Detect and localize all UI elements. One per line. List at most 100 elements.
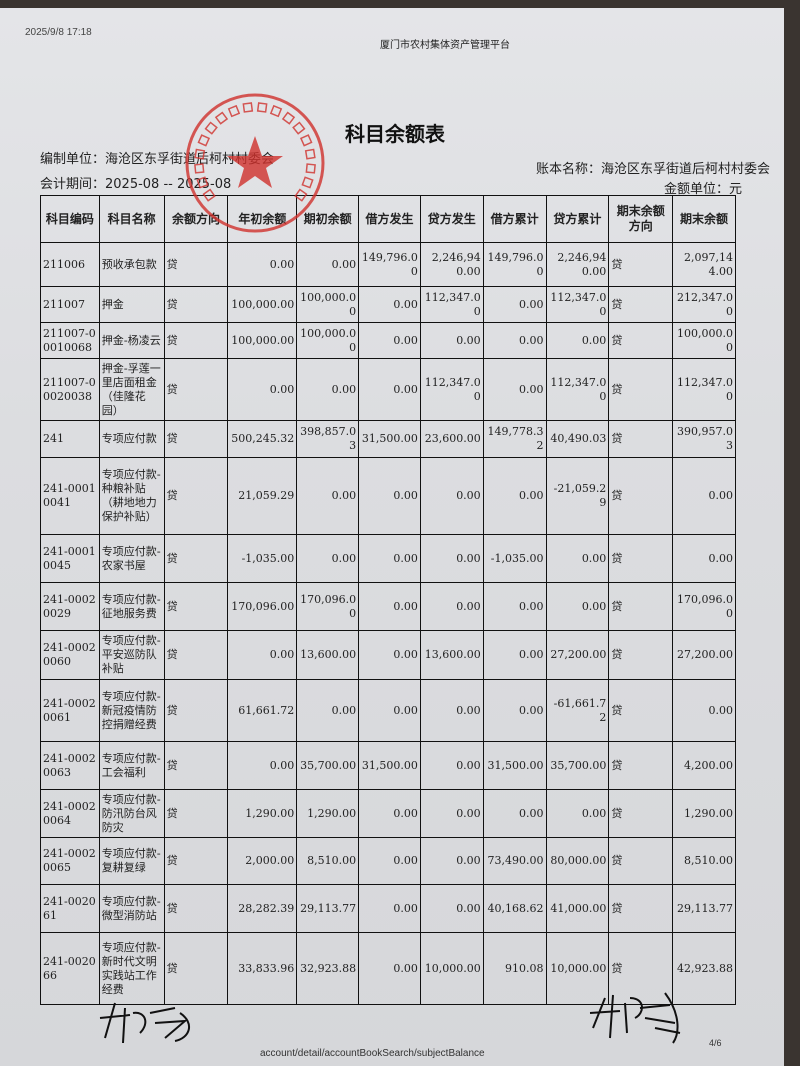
- cell-debit: 0.00: [358, 884, 421, 933]
- table-row: 211007-00020038 押金-孚莲一里店面租金（佳隆花园）贷 0.00 0.0…: [40, 358, 736, 421]
- cell-opening-year: 100,000.00: [227, 322, 298, 359]
- cell-direction: 贷: [163, 457, 229, 535]
- seal-glyph-mark: [305, 163, 316, 174]
- cell-opening-year: 2,000.00: [227, 837, 298, 885]
- cell-code: 241-00020061: [40, 679, 100, 742]
- cell-credit: 23,600.00: [419, 420, 484, 458]
- cell-closing-balance: 0.00: [672, 679, 736, 742]
- seal-glyph-mark: [194, 148, 206, 160]
- seal-glyph-mark: [214, 111, 229, 125]
- cell-credit: 112,347.00: [419, 358, 484, 421]
- cell-direction: 贷: [163, 242, 229, 287]
- cell-name: 专项应付款-微型消防站: [98, 884, 165, 933]
- cell-closing-balance: 27,200.00: [672, 630, 736, 680]
- cell-closing-direction: 贷: [608, 741, 674, 790]
- cell-debit-cumulative: 149,778.32: [482, 420, 547, 458]
- table-row: 241-002061 专项应付款-微型消防站贷 28,282.39 29,113.77…: [40, 884, 736, 933]
- cell-opening-year: 1,290.00: [227, 789, 298, 838]
- cell-closing-balance: 8,510.00: [672, 837, 736, 885]
- cell-closing-balance: 1,290.00: [672, 789, 736, 838]
- period-label: 会计期间：2025-08 -- 2025-08: [40, 177, 232, 192]
- cell-closing-balance: 112,347.00: [672, 358, 736, 421]
- table-row: 241 专项应付款贷 500,245.32 398,857.03 31,500.00 23…: [40, 420, 736, 458]
- cell-debit: 0.00: [358, 582, 421, 631]
- column-header-credit: 贷方发生: [419, 195, 484, 243]
- cell-opening-year: 0.00: [227, 358, 298, 421]
- cell-name: 专项应付款-征地服务费: [98, 582, 165, 631]
- cell-opening-year: 28,282.39: [227, 884, 298, 933]
- cell-debit-cumulative: 0.00: [482, 582, 547, 631]
- seal-glyph-mark: [202, 188, 216, 202]
- cell-credit: 13,600.00: [419, 630, 484, 680]
- cell-credit: 0.00: [419, 457, 484, 535]
- cell-closing-direction: 贷: [608, 789, 674, 838]
- table-row: 211006 预收承包款贷 0.00 0.00 149,796.00 2,246,940.…: [40, 242, 736, 287]
- table-row: 241-00020060 专项应付款-平安巡防队补贴贷 0.00 13,600.00 0…: [40, 630, 736, 680]
- cell-credit: 0.00: [419, 322, 484, 359]
- cell-code: 241-00010045: [40, 534, 100, 583]
- balance-table: 科目编码 科目名称 余额方向 年初余额 期初余额 借方发生 贷方发生 借方累计 贷方累计 期末余额…: [40, 195, 736, 1005]
- cell-credit: 2,246,940.00: [419, 242, 484, 287]
- signature-left: [99, 1002, 190, 1044]
- cell-debit: 0.00: [358, 932, 421, 1005]
- cell-opening-year: 0.00: [227, 741, 298, 790]
- cell-opening-year: 500,245.32: [227, 420, 298, 458]
- cell-credit-cumulative: 0.00: [545, 582, 610, 631]
- cell-opening-period: 8,510.00: [296, 837, 360, 885]
- table-row: 241-00020029 专项应付款-征地服务费贷 170,096.00 170,09…: [40, 582, 736, 631]
- cell-name: 专项应付款-平安巡防队补贴: [98, 630, 165, 680]
- org-label: 编制单位：海沧区东孚街道后柯村村委会: [40, 152, 275, 167]
- cell-debit: 31,500.00: [358, 741, 421, 790]
- cell-closing-direction: 贷: [608, 358, 674, 421]
- cell-closing-balance: 0.00: [672, 457, 736, 535]
- cell-code: 211007-00020038: [40, 358, 100, 421]
- column-header-debit: 借方发生: [358, 195, 421, 243]
- cell-direction: 贷: [163, 884, 229, 933]
- cell-direction: 贷: [163, 741, 229, 790]
- cell-debit: 0.00: [358, 534, 421, 583]
- cell-closing-balance: 29,113.77: [672, 884, 736, 933]
- table-row: 241-00010045 专项应付款-农家书屋贷 -1,035.00 0.00 0.00…: [40, 534, 736, 583]
- cell-name: 预收承包款: [98, 242, 165, 287]
- cell-credit-cumulative: 0.00: [545, 534, 610, 583]
- seal-glyph-mark: [299, 134, 313, 147]
- cell-opening-period: 100,000.00: [296, 286, 360, 323]
- cell-opening-year: 61,661.72: [227, 679, 298, 742]
- cell-debit-cumulative: 0.00: [482, 358, 547, 421]
- cell-code: 241-00020060: [40, 630, 100, 680]
- cell-opening-period: 398,857.03: [296, 420, 360, 458]
- cell-closing-direction: 贷: [608, 679, 674, 742]
- cell-debit-cumulative: 910.08: [482, 932, 547, 1005]
- cell-debit: 0.00: [358, 837, 421, 885]
- cell-credit: 0.00: [419, 741, 484, 790]
- cell-debit-cumulative: 40,168.62: [482, 884, 547, 933]
- cell-opening-year: 0.00: [227, 630, 298, 680]
- cell-opening-period: 1,290.00: [296, 789, 360, 838]
- cell-name: 专项应付款-农家书屋: [98, 534, 165, 583]
- cell-name: 专项应付款-复耕复绿: [98, 837, 165, 885]
- cell-debit-cumulative: 0.00: [482, 679, 547, 742]
- cell-debit: 0.00: [358, 358, 421, 421]
- cell-credit-cumulative: -21,059.29: [545, 457, 610, 535]
- cell-name: 专项应付款-新冠疫情防控捐赠经费: [98, 679, 165, 742]
- cell-credit: 0.00: [419, 534, 484, 583]
- cell-opening-period: 170,096.00: [296, 582, 360, 631]
- cell-closing-direction: 贷: [608, 837, 674, 885]
- footer-url: account/detail/accountBookSearch/subject…: [260, 1048, 485, 1059]
- cell-code: 211006: [40, 242, 100, 287]
- cell-opening-year: 170,096.00: [227, 582, 298, 631]
- page-title: 科目余额表: [345, 122, 445, 146]
- cell-debit: 0.00: [358, 679, 421, 742]
- cell-closing-balance: 2,097,144.00: [672, 242, 736, 287]
- cell-credit-cumulative: -61,661.72: [545, 679, 610, 742]
- cell-closing-balance: 100,000.00: [672, 322, 736, 359]
- seal-glyph-mark: [304, 148, 316, 160]
- cell-closing-direction: 贷: [608, 582, 674, 631]
- column-header-code: 科目编码: [40, 195, 100, 243]
- cell-direction: 贷: [163, 582, 229, 631]
- cell-credit-cumulative: 80,000.00: [545, 837, 610, 885]
- cell-closing-balance: 170,096.00: [672, 582, 736, 631]
- document-page: 2025/9/8 17:18 厦门市农村集体资产管理平台 科目余额表 编制单位：…: [0, 8, 784, 1066]
- table-row: 241-00020061 专项应付款-新冠疫情防控捐赠经费 贷 61,661.72 0.…: [40, 679, 736, 742]
- cell-code: 211007-00010068: [40, 322, 100, 359]
